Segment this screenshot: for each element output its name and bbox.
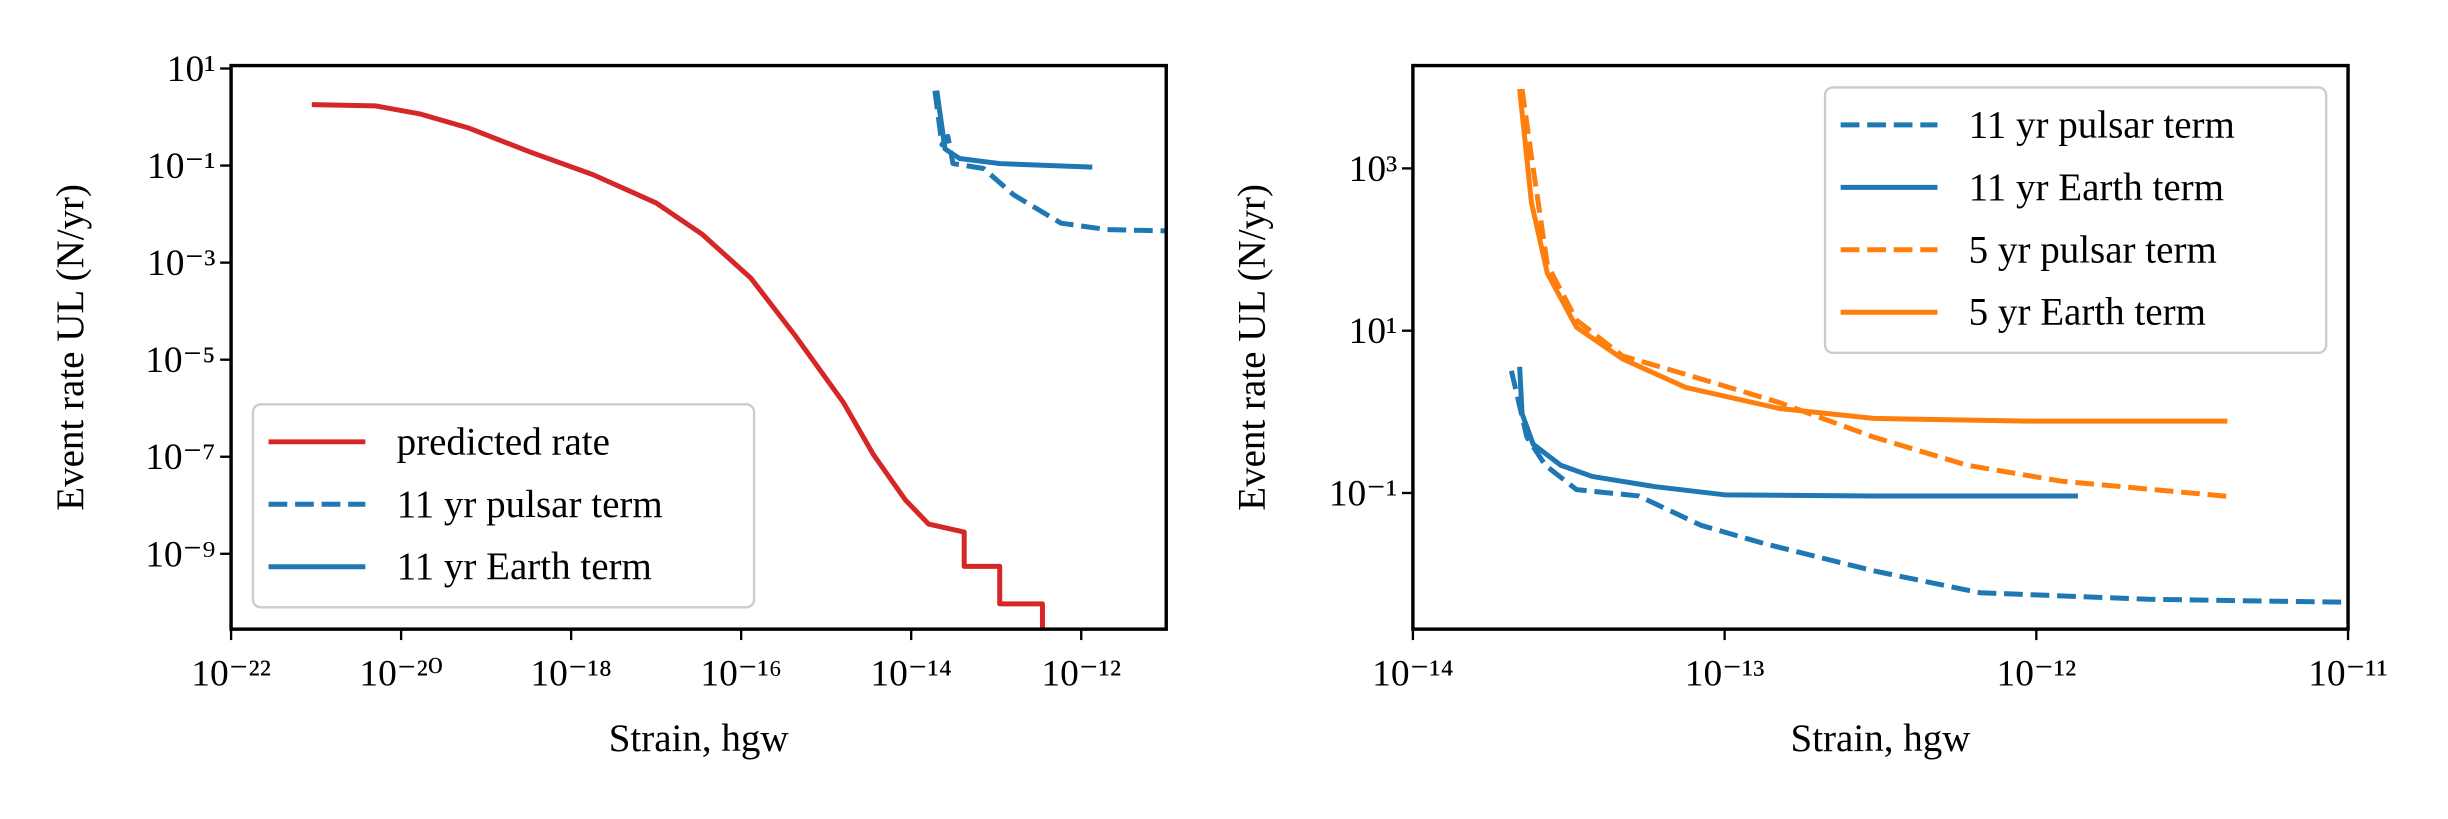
chart-panel: 10⁻¹⁴ 10⁻¹³ 10⁻¹² 10⁻¹¹ 10³ 10¹ 10⁻¹ Strain, hg… xyxy=(1231,63,2388,760)
plot-area xyxy=(311,90,1167,628)
x-tick-label: 10⁻¹³ xyxy=(1685,653,1765,694)
legend-box xyxy=(1823,86,2328,354)
x-tick-label: 10⁻¹² xyxy=(1996,653,2076,694)
series-line xyxy=(311,102,1045,628)
y-tick-label: 10⁻³ xyxy=(147,243,215,284)
series-line xyxy=(1519,88,2228,499)
legend-label: 5 yr pulsar term xyxy=(1969,228,2217,271)
y-tick-label: 10⁻¹ xyxy=(147,146,215,187)
x-tick-label: 10⁻¹² xyxy=(1041,653,1121,694)
legend-label: predicted rate xyxy=(397,420,610,463)
y-axis-label: Event rate UL (N/yr) xyxy=(49,184,92,511)
x-axis-label: Strain, hgw xyxy=(609,717,789,760)
y-tick-label: 10⁻⁹ xyxy=(145,534,215,575)
series-line xyxy=(934,90,1093,170)
y-tick-label: 10⁻¹ xyxy=(1329,473,1397,514)
legend-label: 11 yr Earth term xyxy=(1969,166,2224,209)
x-tick-label: 10⁻¹¹ xyxy=(2308,653,2388,694)
y-tick-label: 10¹ xyxy=(1349,311,1398,352)
chart-panel: 10⁻²² 10⁻²⁰ 10⁻¹⁸ 10⁻¹⁶ 10⁻¹⁴ 10⁻¹² 10¹ 10⁻¹ 10⁻… xyxy=(49,49,1168,760)
x-tick-label: 10⁻¹⁴ xyxy=(1372,653,1454,694)
legend-label: 11 yr pulsar term xyxy=(1969,103,2235,146)
legend-label: 11 yr pulsar term xyxy=(397,483,663,526)
series-line xyxy=(1517,88,2228,424)
legend-label: 11 yr Earth term xyxy=(397,545,652,588)
y-tick-label: 10³ xyxy=(1349,149,1398,190)
series-line xyxy=(1517,366,2078,499)
x-tick-label: 10⁻²⁰ xyxy=(359,653,442,694)
y-axis-label: Event rate UL (N/yr) xyxy=(1231,184,1274,511)
x-tick-label: 10⁻¹⁸ xyxy=(530,653,612,694)
x-tick-label: 10⁻¹⁴ xyxy=(870,653,952,694)
y-tick-label: 10¹ xyxy=(167,49,216,90)
axes-frame xyxy=(229,63,1168,631)
y-tick-label: 10⁻⁵ xyxy=(145,340,215,381)
legend-box xyxy=(251,403,756,609)
x-axis-label: Strain, hgw xyxy=(1791,717,1971,760)
x-tick-label: 10⁻¹⁶ xyxy=(700,653,782,694)
x-tick-label: 10⁻²² xyxy=(191,653,271,694)
series-line xyxy=(1508,370,2349,605)
y-tick-label: 10⁻⁷ xyxy=(145,437,215,478)
legend-label: 5 yr Earth term xyxy=(1969,291,2206,334)
axes-frame xyxy=(1411,63,2350,631)
plot-area xyxy=(1508,88,2349,605)
